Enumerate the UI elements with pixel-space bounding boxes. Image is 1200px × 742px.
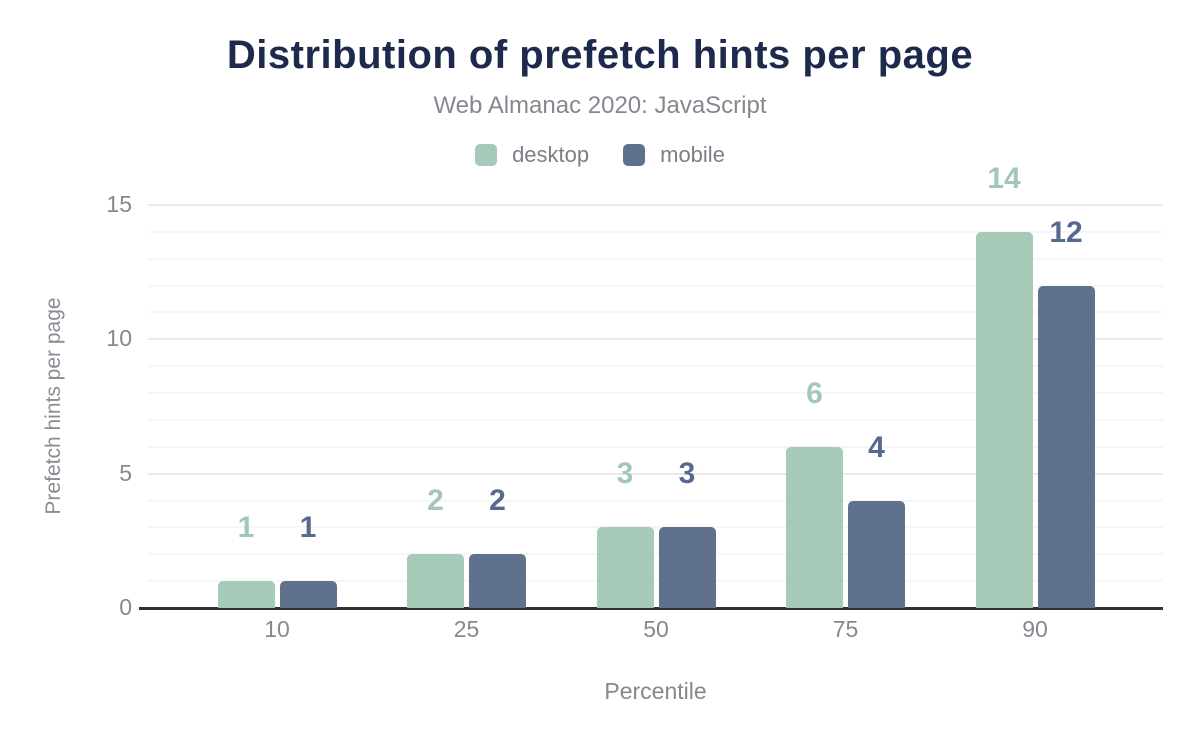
legend: desktop mobile (0, 142, 1200, 168)
minor-gridline-13 (148, 257, 1163, 260)
bar-desktop-p25[interactable] (407, 554, 464, 608)
bar-value-label-mobile-p10: 1 (299, 511, 317, 545)
bar-mobile-p25[interactable] (469, 554, 526, 608)
legend-label-desktop: desktop (512, 142, 590, 167)
y-tick-label-10: 10 (106, 325, 132, 352)
bar-mobile-p50[interactable] (658, 527, 716, 608)
legend-swatch-desktop-icon (475, 144, 498, 166)
minor-gridline-9 (148, 365, 1163, 368)
minor-gridline-2 (148, 553, 1163, 556)
bar-desktop-p90[interactable] (975, 231, 1033, 608)
y-tick-label-15: 15 (106, 191, 132, 217)
minor-gridline-8 (148, 392, 1163, 395)
legend-label-mobile: mobile (660, 142, 725, 167)
chart-title: Distribution of prefetch hints per page (226, 33, 974, 77)
minor-gridline-11 (148, 311, 1163, 314)
major-gridline-5 (148, 472, 1163, 475)
legend-item-mobile[interactable]: mobile (623, 142, 725, 168)
bar-value-label-desktop-p75: 6 (806, 376, 823, 410)
bar-desktop-p50[interactable] (596, 527, 654, 608)
bar-value-label-desktop-p90: 14 (987, 161, 1021, 195)
x-tick-label-50: 50 (643, 616, 669, 642)
plot-area: 1 1 2 2 3 3 6 4 14 12 (139, 162, 1163, 610)
x-tick-label-25: 25 (453, 616, 480, 642)
legend-item-desktop[interactable]: desktop (475, 142, 589, 168)
minor-gridline-14 (148, 230, 1163, 233)
minor-gridline-3 (148, 526, 1163, 529)
minor-gridline-7 (148, 418, 1163, 421)
x-axis-line (139, 607, 1163, 610)
bar-desktop-p10[interactable] (217, 581, 275, 608)
y-tick-label-5: 5 (119, 459, 132, 486)
bar-mobile-p10[interactable] (279, 581, 337, 608)
bar-value-label-desktop-p50: 3 (616, 457, 634, 491)
bar-value-label-mobile-p90: 12 (1049, 215, 1083, 249)
bar-value-label-mobile-p25: 2 (489, 484, 506, 518)
minor-gridline-1 (148, 580, 1163, 583)
minor-gridline-4 (148, 499, 1163, 502)
bar-value-label-desktop-p25: 2 (427, 484, 444, 518)
x-tick-label-90: 90 (1022, 616, 1048, 642)
bar-value-label-desktop-p10: 1 (237, 511, 255, 545)
minor-gridline-6 (148, 445, 1163, 448)
chart-subtitle: Web Almanac 2020: JavaScript (433, 92, 767, 119)
bar-value-label-mobile-p50: 3 (678, 457, 696, 491)
major-gridline-15 (148, 204, 1163, 206)
x-axis-title: Percentile (604, 678, 707, 704)
bar-mobile-p90[interactable] (1037, 285, 1095, 608)
y-tick-label-0: 0 (119, 594, 132, 620)
x-tick-label-10: 10 (264, 616, 290, 642)
minor-gridline-12 (148, 284, 1163, 287)
bar-desktop-p75[interactable] (786, 446, 843, 608)
legend-swatch-mobile-icon (623, 144, 646, 166)
x-tick-label-75: 75 (832, 616, 859, 642)
major-gridline-10 (148, 338, 1163, 341)
bar-value-label-mobile-p75: 4 (868, 430, 885, 464)
bar-mobile-p75[interactable] (848, 500, 905, 608)
